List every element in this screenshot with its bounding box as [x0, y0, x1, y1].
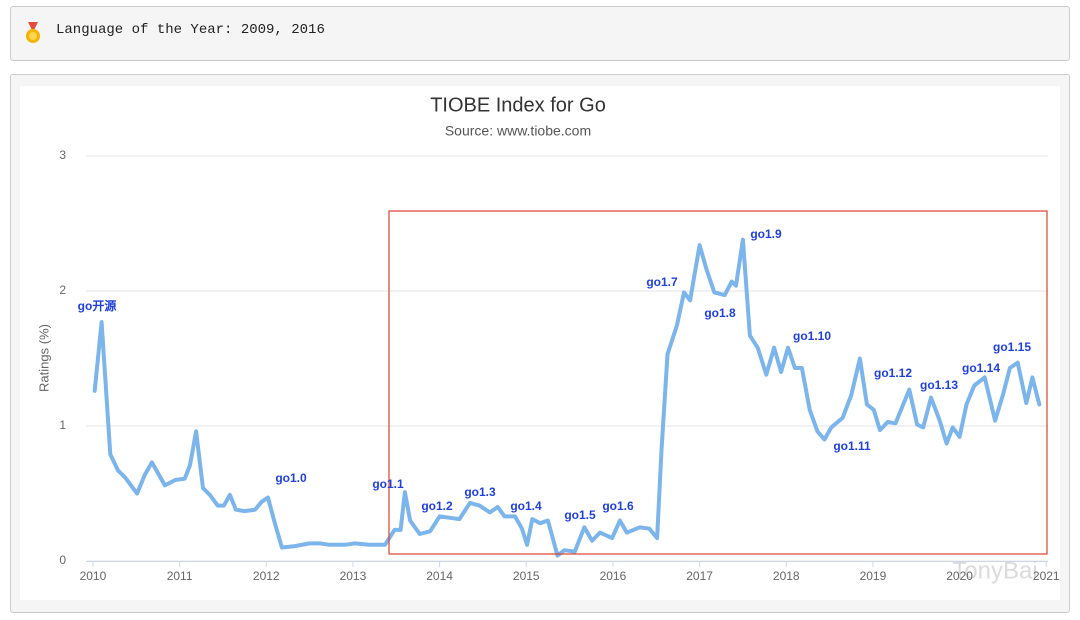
info-text: Language of the Year: 2009, 2016 — [56, 22, 325, 38]
data-line — [92, 237, 1042, 558]
release-annotation: go1.4 — [510, 499, 542, 513]
x-tick-label: 2013 — [340, 569, 367, 583]
y-axis-label: Ratings (%) — [36, 324, 51, 392]
chart-background — [20, 86, 1060, 600]
x-tick-label: 2015 — [513, 569, 540, 583]
x-tick-label: 2018 — [773, 569, 800, 583]
release-annotation: go1.9 — [750, 227, 782, 241]
x-tick-label: 2010 — [80, 569, 107, 583]
x-tick-label: 2021 — [1033, 569, 1060, 583]
x-tick-label: 2011 — [167, 569, 193, 583]
chart-subtitle: Source: www.tiobe.com — [445, 123, 591, 139]
release-annotation: go1.6 — [602, 499, 634, 513]
x-tick-label: 2017 — [686, 569, 713, 583]
release-annotation: go1.5 — [564, 508, 596, 522]
release-annotation: go1.1 — [372, 477, 404, 491]
x-tick-label: 2012 — [253, 569, 280, 583]
release-annotation: go1.12 — [874, 366, 912, 380]
info-bar: Language of the Year: 2009, 2016 — [10, 6, 1070, 61]
release-annotation: go1.0 — [275, 471, 307, 485]
release-annotation: go1.13 — [920, 378, 958, 392]
release-annotation: go1.15 — [993, 340, 1031, 354]
x-tick-label: 2016 — [600, 569, 627, 583]
chart: TIOBE Index for Go Source: www.tiobe.com… — [20, 86, 1060, 600]
release-annotation: go1.14 — [962, 361, 1000, 375]
chart-title: TIOBE Index for Go — [430, 94, 606, 116]
x-tick-label: 2019 — [860, 569, 887, 583]
release-annotation: go1.3 — [464, 485, 496, 499]
y-tick-label: 0 — [59, 553, 66, 567]
release-annotation: go1.2 — [421, 499, 453, 513]
y-tick-label: 3 — [59, 148, 66, 162]
x-tick-label: 2020 — [946, 569, 973, 583]
y-tick-label: 1 — [59, 418, 66, 432]
highlight-box — [388, 210, 1048, 555]
y-tick-label: 2 — [59, 283, 66, 297]
release-annotation: go开源 — [78, 298, 117, 313]
release-annotation: go1.11 — [833, 439, 871, 453]
x-tick-label: 2014 — [426, 569, 453, 583]
medal-icon — [26, 22, 40, 43]
release-annotation: go1.8 — [704, 306, 736, 320]
release-annotation: go1.10 — [793, 329, 831, 343]
release-annotation: go1.7 — [646, 275, 678, 289]
